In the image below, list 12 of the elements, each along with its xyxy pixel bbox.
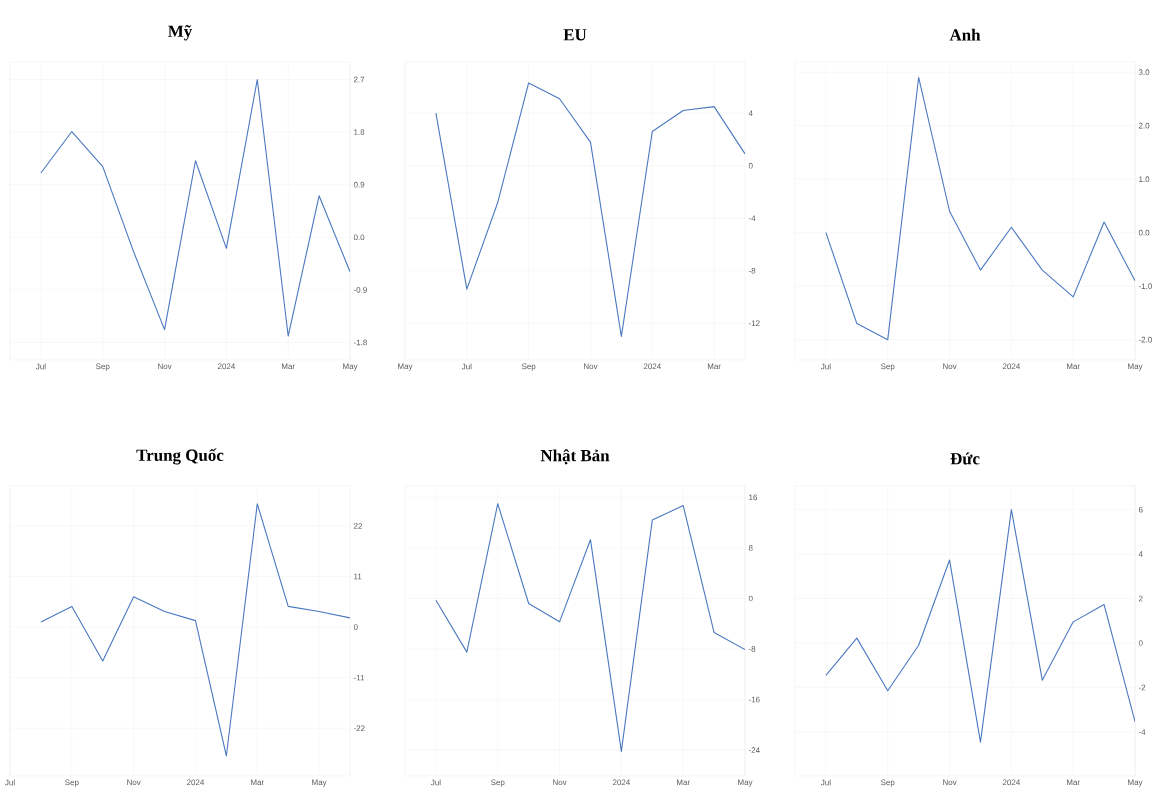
line-series: [825, 76, 1136, 341]
line-series: [40, 503, 351, 757]
chart-title: Đức: [950, 452, 980, 465]
chart-title: EU: [563, 29, 587, 41]
chart-title: Anh: [949, 28, 981, 41]
line-series: [40, 78, 351, 337]
line-series: [825, 509, 1136, 743]
chart-title: Mỹ: [168, 25, 193, 41]
chart-title: Nhật Bản: [540, 449, 610, 465]
line-series: [435, 82, 746, 337]
chart-title: Trung Quốc: [136, 448, 224, 465]
line-series: [435, 503, 746, 752]
